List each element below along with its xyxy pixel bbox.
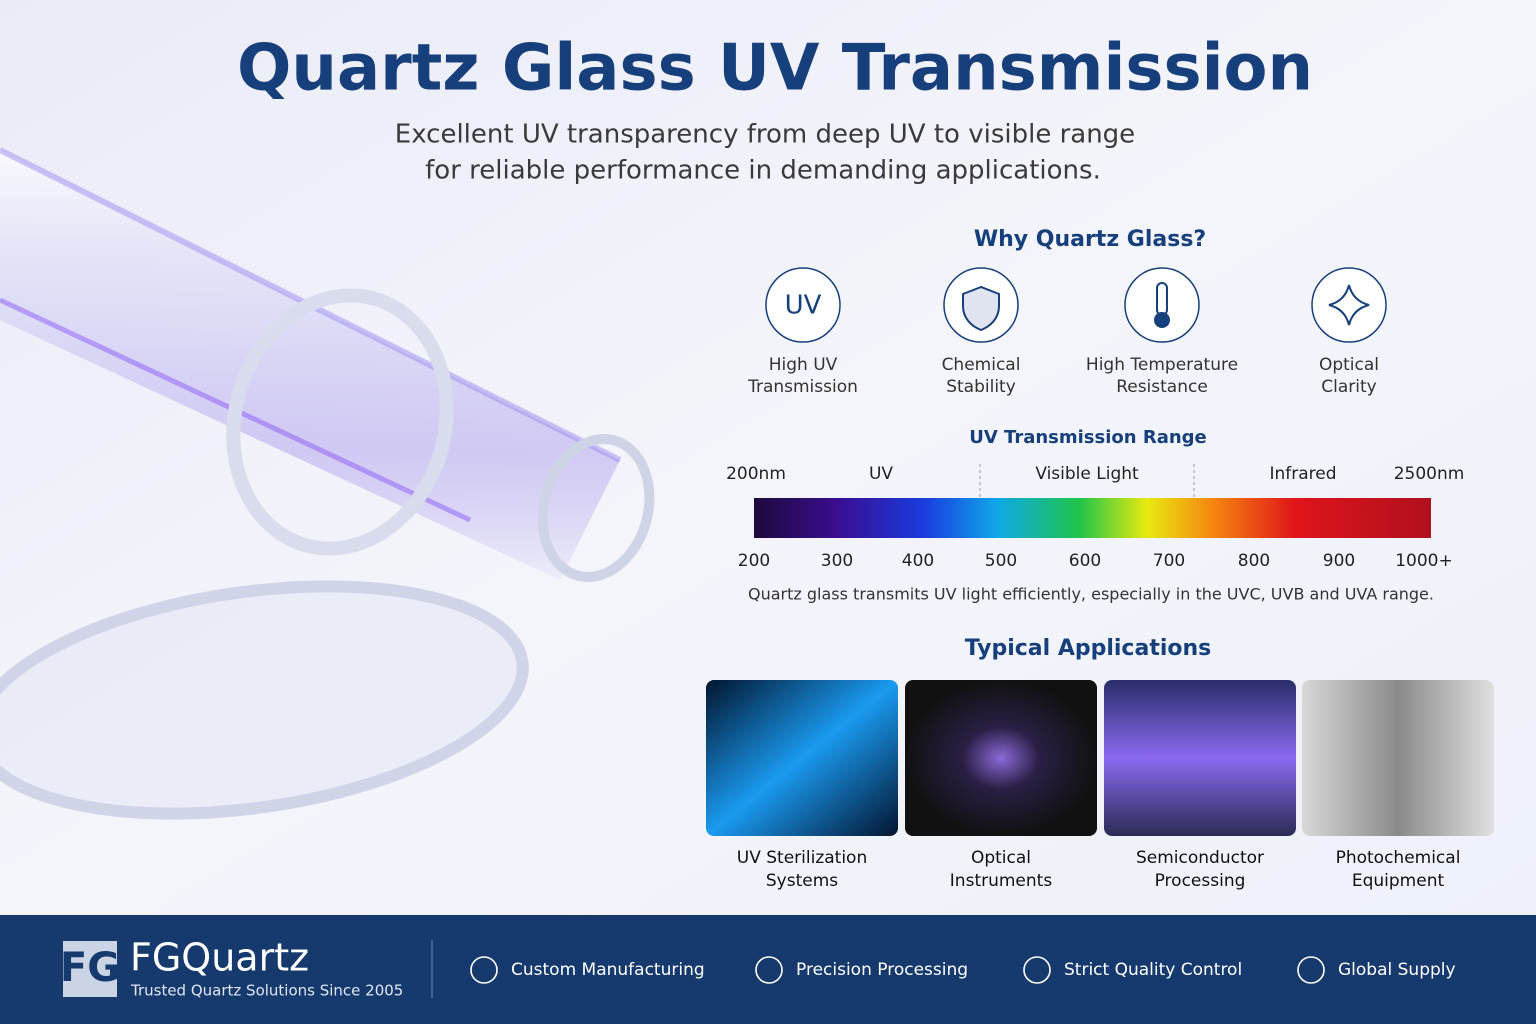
tick-label: 300 [821,551,853,571]
footer-item: Precision Processing [796,960,968,980]
feature-label: Optical [1319,355,1379,375]
application-label: Equipment [1352,871,1445,891]
footer-item: Strict Quality Control [1064,960,1242,980]
icon [1154,312,1170,328]
subtitle: for reliable performance in demanding ap… [425,156,1101,186]
application-label: Photochemical [1336,848,1461,868]
application-image [1302,680,1494,836]
footer-icon [1297,956,1325,984]
footer-item: Custom Manufacturing [511,960,705,980]
brand: FGQuartz [130,936,309,980]
tick-label: 500 [985,551,1017,571]
section-title: Typical Applications [965,636,1212,661]
tick-label: 900 [1323,551,1355,571]
note: Quartz glass transmits UV light efficien… [748,585,1434,604]
footer-icon [1023,956,1051,984]
spectrum-bar [754,498,1431,538]
band-label: Visible Light [1035,464,1139,484]
feature-label: Resistance [1116,377,1208,397]
feature-label: High UV [769,355,838,375]
application-label: Semiconductor [1136,848,1264,868]
application-label: Processing [1155,871,1246,891]
feature-label: Transmission [747,377,858,397]
band-label: 2500nm [1394,464,1465,484]
tick-label: 800 [1238,551,1270,571]
feature-label: Stability [946,377,1016,397]
logo-bg [63,941,117,997]
icon [1328,284,1370,326]
section-title: UV Transmission Range [969,427,1207,448]
application-label: Systems [766,871,838,891]
tick-label: 200 [738,551,770,571]
tick-label: 1000+ [1395,551,1453,571]
application-image [706,680,898,836]
icon-text: UV [785,291,822,321]
band-label: Infrared [1269,464,1336,484]
application-label: Optical [971,848,1031,868]
band-label: UV [869,464,893,484]
feature-icon [1124,267,1200,343]
tick-label: 400 [902,551,934,571]
section-title: Why Quartz Glass? [974,227,1206,252]
footer-item: Global Supply [1338,960,1456,980]
footer-icon [755,956,783,984]
tick-label: 600 [1069,551,1101,571]
feature-label: Clarity [1321,377,1376,397]
band-label: 200nm [726,464,786,484]
glass-illustration [0,147,655,820]
feature-icon [1311,267,1387,343]
application-image [1104,680,1296,836]
tagline: Trusted Quartz Solutions Since 2005 [130,982,403,1000]
application-image [905,680,1097,836]
tick-label: 700 [1153,551,1185,571]
icon [962,285,1000,332]
application-label: Instruments [950,871,1053,891]
application-label: UV Sterilization [737,848,867,868]
logo-mark: FG [60,945,120,991]
feature-label: High Temperature [1086,355,1238,375]
title: Quartz Glass UV Transmission [237,32,1313,106]
feature-label: Chemical [942,355,1021,375]
footer [0,915,1536,1024]
feature-icon [765,267,841,343]
footer-icon [470,956,498,984]
subtitle: Excellent UV transparency from deep UV t… [395,120,1135,150]
